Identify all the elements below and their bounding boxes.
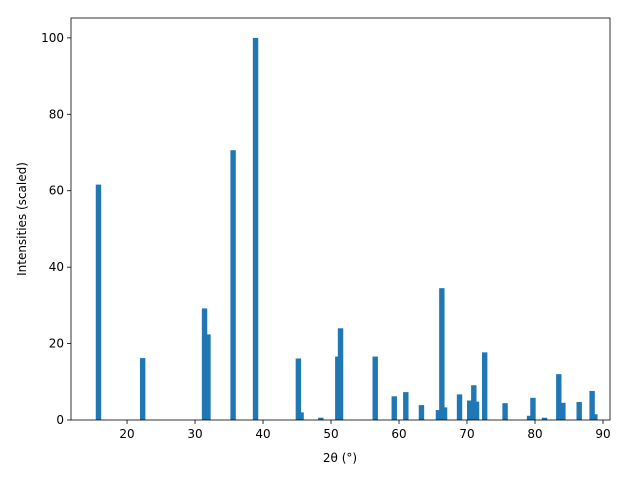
bar <box>372 356 378 420</box>
x-axis-label: 2θ (°) <box>323 451 357 465</box>
x-tick-label: 30 <box>187 427 202 441</box>
bar <box>526 415 533 420</box>
x-tick-label: 70 <box>459 427 474 441</box>
y-tick-label: 60 <box>49 184 64 198</box>
bar <box>230 150 236 420</box>
y-axis-label: Intensities (scaled) <box>15 162 29 276</box>
bar <box>560 402 566 420</box>
bar <box>589 390 595 420</box>
y-tick-label: 0 <box>56 413 64 427</box>
bar <box>139 358 146 420</box>
x-tick-label: 50 <box>323 427 338 441</box>
x-tick-label: 60 <box>391 427 406 441</box>
x-tick-label: 40 <box>255 427 270 441</box>
bar <box>418 405 425 420</box>
bar <box>435 410 442 420</box>
bar <box>391 396 397 420</box>
y-tick-label: 80 <box>49 107 64 121</box>
x-tick-label: 90 <box>595 427 610 441</box>
bar <box>467 400 473 420</box>
bar <box>201 308 208 420</box>
bar <box>556 374 562 420</box>
bar <box>530 397 536 420</box>
bar <box>471 385 477 420</box>
bar <box>473 401 480 420</box>
y-tick-label: 100 <box>41 31 64 45</box>
bar <box>456 394 463 420</box>
bar <box>335 356 341 420</box>
bar <box>318 417 324 420</box>
bar <box>592 414 598 420</box>
bar <box>541 417 548 420</box>
bar <box>441 407 448 420</box>
y-tick-label: 20 <box>49 337 64 351</box>
plot-frame <box>70 17 611 421</box>
bar <box>576 402 582 420</box>
bar <box>502 403 508 420</box>
bar <box>295 358 302 420</box>
bar <box>439 288 445 420</box>
bar <box>205 334 211 420</box>
x-tick-label: 20 <box>119 427 134 441</box>
bar <box>403 392 409 420</box>
bar <box>337 328 344 420</box>
bar <box>298 412 304 420</box>
x-tick-label: 80 <box>527 427 542 441</box>
bar <box>95 184 102 420</box>
y-tick-label: 40 <box>49 260 64 274</box>
bar <box>481 352 488 420</box>
bar <box>252 37 259 420</box>
